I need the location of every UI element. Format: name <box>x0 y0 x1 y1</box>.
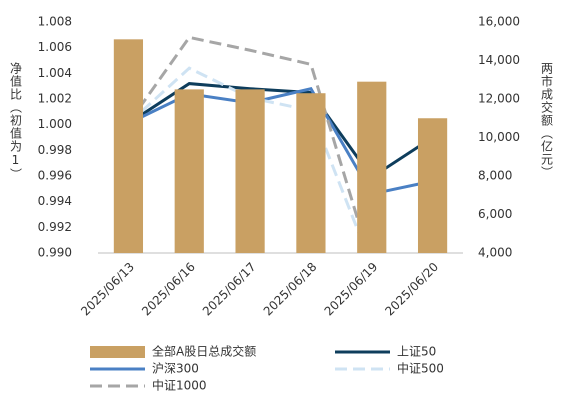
y-tick-label: 1.006 <box>38 40 72 54</box>
legend-swatch <box>90 346 145 358</box>
x-tick-label: 2025/06/19 <box>322 260 381 319</box>
y-tick-label: 0.994 <box>38 194 72 208</box>
x-tick-label: 2025/06/13 <box>78 260 137 319</box>
x-tick-label: 2025/06/18 <box>261 260 320 319</box>
bar <box>417 118 448 253</box>
lines <box>127 35 434 253</box>
bar <box>296 93 326 253</box>
legend-label: 全部A股日总成交额 <box>152 344 256 359</box>
y2-tick-label: 10,000 <box>478 130 520 144</box>
x-tick-label: 2025/06/17 <box>200 260 259 319</box>
y-axis-label: 净值比（初值为1） <box>9 62 23 181</box>
legend-label: 中证500 <box>397 361 444 376</box>
y-tick-label: 0.992 <box>38 220 72 234</box>
y-tick-label: 0.990 <box>38 246 72 260</box>
bar <box>113 39 144 254</box>
legend-label: 上证50 <box>397 345 436 359</box>
bar <box>357 81 387 253</box>
y2-tick-label: 6,000 <box>478 207 512 221</box>
y-tick-label: 1.004 <box>38 66 72 80</box>
y2-tick-label: 8,000 <box>478 169 512 183</box>
legend-label: 沪深300 <box>152 362 199 376</box>
y2-axis-label: 两市成交额（亿元） <box>540 62 554 179</box>
bar <box>174 89 204 253</box>
line-series <box>127 82 434 180</box>
x-tick-label: 2025/06/20 <box>382 260 441 319</box>
y2-tick-label: 4,000 <box>478 246 512 260</box>
x-tick-label: 2025/06/16 <box>139 260 198 319</box>
y-tick-label: 1.002 <box>38 92 72 106</box>
y2-tick-label: 12,000 <box>478 92 520 106</box>
y2-tick-label: 14,000 <box>478 53 520 67</box>
legend-label: 中证1000 <box>152 378 207 393</box>
bar <box>235 89 265 253</box>
y-tick-label: 0.996 <box>38 169 72 183</box>
y2-tick-label: 16,000 <box>478 15 520 29</box>
y-tick-label: 1.000 <box>38 117 72 131</box>
y-tick-label: 1.008 <box>38 15 72 29</box>
y-tick-label: 0.998 <box>38 143 72 157</box>
line-series <box>127 35 370 253</box>
